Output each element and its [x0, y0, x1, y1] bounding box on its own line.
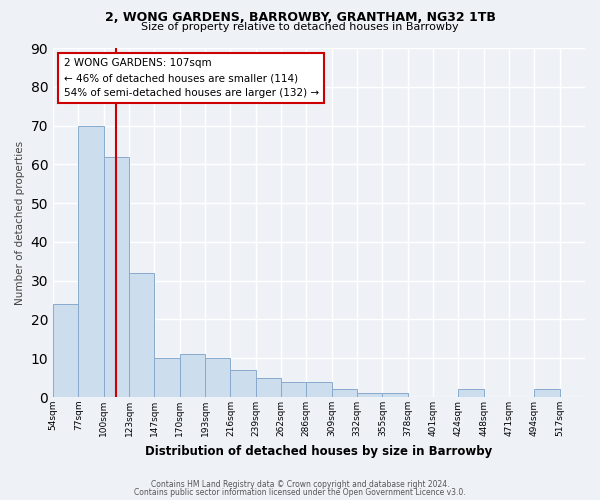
Bar: [281, 382, 307, 397]
Bar: [230, 370, 256, 397]
Bar: [179, 354, 205, 397]
Y-axis label: Number of detached properties: Number of detached properties: [15, 140, 25, 304]
Bar: [154, 358, 179, 397]
Bar: [332, 390, 357, 397]
Bar: [458, 390, 484, 397]
Bar: [205, 358, 230, 397]
Text: Contains HM Land Registry data © Crown copyright and database right 2024.: Contains HM Land Registry data © Crown c…: [151, 480, 449, 489]
Bar: [104, 156, 129, 397]
Bar: [357, 393, 382, 397]
Bar: [307, 382, 332, 397]
Bar: [256, 378, 281, 397]
Bar: [53, 304, 79, 397]
Bar: [535, 390, 560, 397]
Text: Size of property relative to detached houses in Barrowby: Size of property relative to detached ho…: [141, 22, 459, 32]
Text: Contains public sector information licensed under the Open Government Licence v3: Contains public sector information licen…: [134, 488, 466, 497]
Bar: [129, 273, 154, 397]
Bar: [382, 393, 407, 397]
Text: 2, WONG GARDENS, BARROWBY, GRANTHAM, NG32 1TB: 2, WONG GARDENS, BARROWBY, GRANTHAM, NG3…: [104, 11, 496, 24]
Text: 2 WONG GARDENS: 107sqm
← 46% of detached houses are smaller (114)
54% of semi-de: 2 WONG GARDENS: 107sqm ← 46% of detached…: [64, 58, 319, 98]
X-axis label: Distribution of detached houses by size in Barrowby: Distribution of detached houses by size …: [145, 444, 493, 458]
Bar: [79, 126, 104, 397]
